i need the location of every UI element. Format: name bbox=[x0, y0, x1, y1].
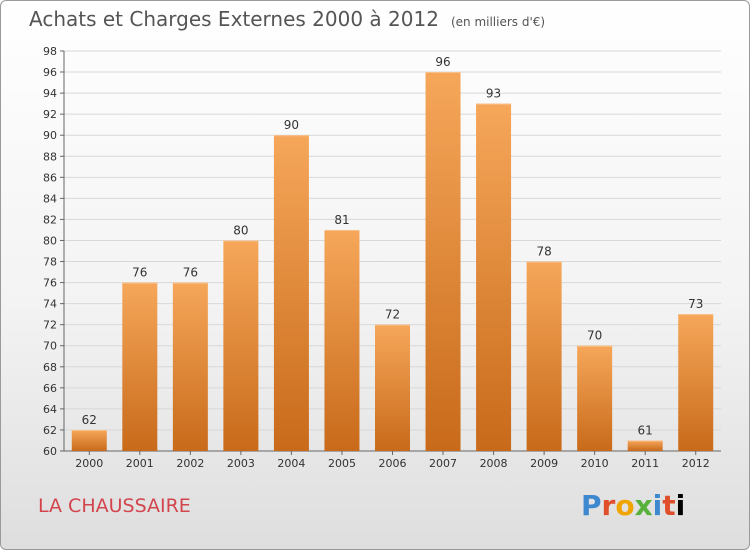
x-tick-label: 2000 bbox=[75, 457, 103, 470]
y-tick-label: 94 bbox=[43, 87, 57, 100]
place-name: LA CHAUSSAIRE bbox=[38, 495, 191, 517]
y-tick-label: 96 bbox=[43, 66, 57, 79]
bar-value-label: 76 bbox=[183, 266, 198, 280]
x-tick-label: 2010 bbox=[581, 457, 609, 470]
bar-value-label: 81 bbox=[334, 213, 349, 227]
bar bbox=[223, 240, 259, 451]
bar-value-label: 80 bbox=[233, 223, 248, 237]
x-axis-ticks: 2000 2001 2002 2003 2004 2005 2006 2007 2008 2009… bbox=[75, 451, 710, 470]
bar bbox=[273, 135, 309, 452]
x-tick-label: 2005 bbox=[328, 457, 356, 470]
chart-subtitle: (en milliers d'€) bbox=[450, 15, 546, 29]
chart-title-text: Achats et Charges Externes 2000 à 2012 bbox=[29, 7, 439, 31]
bar-value-label: 72 bbox=[385, 308, 400, 322]
chart-title: Achats et Charges Externes 2000 à 2012 (e… bbox=[29, 7, 545, 31]
y-tick-label: 80 bbox=[43, 234, 57, 247]
y-tick-label: 60 bbox=[43, 445, 57, 458]
x-tick-label: 2004 bbox=[277, 457, 305, 470]
y-tick-label: 74 bbox=[43, 298, 57, 311]
bar-value-label: 90 bbox=[284, 118, 299, 132]
y-tick-label: 92 bbox=[43, 108, 57, 121]
x-tick-label: 2011 bbox=[631, 457, 659, 470]
y-axis-ticks: 60 62 64 66 68 70 72 74 76 78 80 82 84 86 88 90 92 94 96 98 bbox=[43, 45, 64, 458]
logo-letter: t bbox=[662, 489, 676, 522]
bar bbox=[627, 440, 663, 451]
y-tick-label: 98 bbox=[43, 45, 57, 58]
bar-value-label: 78 bbox=[536, 245, 551, 259]
y-tick-label: 86 bbox=[43, 171, 57, 184]
y-tick-label: 72 bbox=[43, 319, 57, 332]
x-tick-label: 2012 bbox=[682, 457, 710, 470]
y-tick-label: 70 bbox=[43, 340, 57, 353]
bar bbox=[375, 324, 410, 451]
y-tick-label: 82 bbox=[43, 213, 57, 226]
bar bbox=[577, 345, 613, 451]
y-tick-label: 78 bbox=[43, 256, 57, 269]
bar bbox=[526, 261, 562, 451]
bar bbox=[324, 229, 360, 451]
bar bbox=[678, 314, 714, 451]
x-tick-label: 2007 bbox=[429, 457, 457, 470]
x-tick-label: 2006 bbox=[379, 457, 407, 470]
bar-value-label: 76 bbox=[132, 266, 147, 280]
bar bbox=[172, 282, 208, 451]
proxiti-logo[interactable]: Proxiti bbox=[581, 489, 685, 522]
bar-value-label: 62 bbox=[82, 413, 97, 427]
y-tick-label: 66 bbox=[43, 382, 57, 395]
y-tick-label: 68 bbox=[43, 361, 57, 374]
bar bbox=[122, 282, 158, 451]
y-tick-label: 88 bbox=[43, 150, 57, 163]
logo-letter: i bbox=[652, 489, 663, 522]
x-tick-label: 2002 bbox=[176, 457, 204, 470]
x-tick-label: 2003 bbox=[227, 457, 255, 470]
bar bbox=[476, 103, 512, 451]
x-tick-label: 2009 bbox=[530, 457, 558, 470]
bar-value-label: 93 bbox=[486, 87, 501, 101]
x-tick-label: 2001 bbox=[126, 457, 154, 470]
bar-value-label: 73 bbox=[688, 297, 703, 311]
y-tick-label: 64 bbox=[43, 403, 57, 416]
x-tick-label: 2008 bbox=[480, 457, 508, 470]
bar-value-label: 70 bbox=[587, 329, 602, 343]
bar bbox=[71, 429, 107, 451]
bars: 62 76 76 80 90 81 72 96 93 78 70 61 73 bbox=[71, 55, 714, 452]
logo-letter: o bbox=[615, 489, 635, 522]
y-tick-label: 76 bbox=[43, 277, 57, 290]
y-tick-label: 84 bbox=[43, 192, 57, 205]
logo-letter: r bbox=[601, 489, 616, 522]
y-tick-label: 62 bbox=[43, 424, 57, 437]
bar-value-label: 96 bbox=[435, 55, 450, 69]
bar-value-label: 61 bbox=[638, 423, 653, 437]
logo-letter: i bbox=[675, 489, 686, 522]
logo-letter: P bbox=[581, 489, 602, 522]
logo-letter: x bbox=[634, 489, 653, 522]
y-tick-label: 90 bbox=[43, 129, 57, 142]
bar bbox=[425, 72, 461, 451]
